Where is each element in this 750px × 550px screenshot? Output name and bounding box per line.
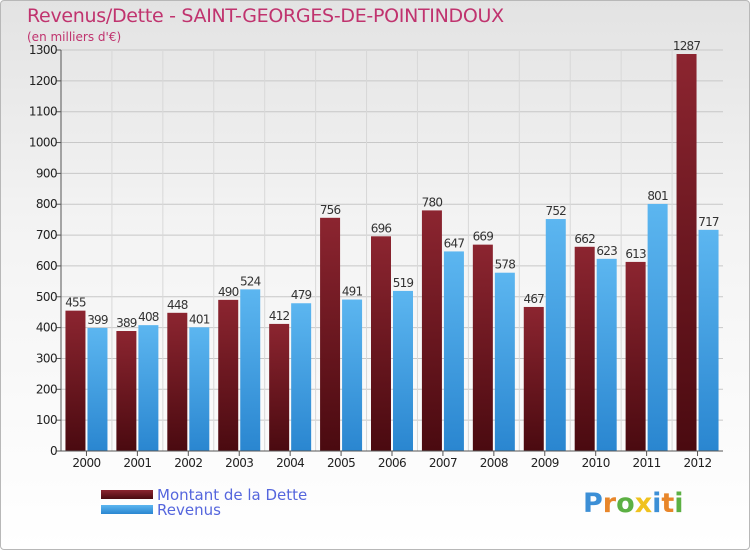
bar-revenus bbox=[393, 290, 413, 451]
data-label-revenus: 399 bbox=[87, 313, 108, 327]
x-tick-label: 2010 bbox=[582, 456, 610, 470]
bar-revenus bbox=[443, 251, 464, 451]
y-tick-label: 1100 bbox=[29, 105, 57, 119]
bar-dette bbox=[65, 310, 86, 451]
y-tick-label: 700 bbox=[36, 228, 57, 242]
bar-dette bbox=[116, 331, 137, 451]
logo-letter: t bbox=[661, 488, 675, 519]
bar-revenus bbox=[342, 299, 363, 451]
x-tick-label: 2009 bbox=[531, 456, 559, 470]
legend-swatch-revenus bbox=[101, 505, 153, 514]
data-label-revenus: 491 bbox=[342, 285, 363, 299]
data-label-dette: 780 bbox=[422, 195, 443, 209]
logo-letter: r bbox=[602, 488, 617, 519]
legend-swatch-dette bbox=[101, 490, 153, 499]
data-label-dette: 467 bbox=[524, 292, 545, 306]
y-tick-label: 500 bbox=[36, 290, 57, 304]
x-tick-label: 2005 bbox=[327, 456, 355, 470]
bar-revenus bbox=[494, 272, 515, 451]
bar-revenus bbox=[291, 303, 312, 451]
x-tick-label: 2000 bbox=[72, 456, 100, 470]
logo-letter: P bbox=[583, 488, 603, 519]
data-label-revenus: 752 bbox=[546, 204, 567, 218]
bar-revenus bbox=[189, 327, 210, 451]
data-label-dette: 389 bbox=[116, 316, 137, 330]
y-tick-label: 200 bbox=[36, 382, 57, 396]
bar-dette bbox=[523, 306, 544, 451]
data-label-revenus: 479 bbox=[291, 288, 312, 302]
y-tick-label: 400 bbox=[36, 321, 57, 335]
bar-dette bbox=[676, 54, 697, 451]
bar-revenus bbox=[138, 325, 159, 451]
bar-dette bbox=[371, 236, 391, 451]
logo-letter: o bbox=[616, 488, 635, 519]
x-tick-label: 2006 bbox=[378, 456, 406, 470]
bar-dette bbox=[269, 323, 290, 451]
chart-legend: Montant de la Dette Revenus bbox=[101, 485, 308, 519]
x-tick-label: 2011 bbox=[633, 456, 661, 470]
x-tick-label: 2003 bbox=[225, 456, 253, 470]
y-tick-label: 0 bbox=[50, 444, 57, 458]
data-label-dette: 455 bbox=[65, 296, 86, 310]
data-label-revenus: 717 bbox=[698, 215, 719, 229]
bar-revenus bbox=[647, 203, 668, 451]
bar-dette bbox=[320, 217, 341, 451]
y-tick-label: 1300 bbox=[29, 43, 57, 57]
logo-letter: i bbox=[674, 488, 684, 519]
y-tick-label: 800 bbox=[36, 197, 57, 211]
y-tick-label: 600 bbox=[36, 259, 57, 273]
x-tick-label: 2001 bbox=[123, 456, 151, 470]
x-tick-label: 2002 bbox=[174, 456, 202, 470]
bar-dette bbox=[421, 210, 442, 451]
bar-revenus bbox=[698, 229, 719, 451]
data-label-revenus: 408 bbox=[138, 310, 159, 324]
legend-item-revenus: Revenus bbox=[101, 500, 307, 519]
data-label-dette: 669 bbox=[473, 230, 494, 244]
y-tick-label: 1000 bbox=[29, 136, 57, 150]
data-label-revenus: 519 bbox=[393, 276, 414, 290]
x-tick-label: 2007 bbox=[429, 456, 457, 470]
bar-dette bbox=[625, 261, 646, 451]
data-label-dette: 490 bbox=[218, 285, 239, 299]
x-tick-label: 2012 bbox=[683, 456, 711, 470]
data-label-dette: 448 bbox=[167, 298, 188, 312]
data-label-dette: 696 bbox=[371, 221, 392, 235]
data-label-revenus: 623 bbox=[596, 244, 617, 258]
x-tick-label: 2004 bbox=[276, 456, 304, 470]
bar-revenus bbox=[87, 327, 108, 451]
data-label-revenus: 524 bbox=[240, 274, 261, 288]
y-tick-label: 900 bbox=[36, 166, 57, 180]
y-tick-label: 100 bbox=[36, 413, 57, 427]
legend-label-revenus: Revenus bbox=[157, 500, 221, 519]
bar-dette bbox=[472, 244, 493, 451]
data-label-revenus: 578 bbox=[495, 258, 516, 272]
y-tick-label: 1200 bbox=[29, 74, 57, 88]
data-label-dette: 613 bbox=[625, 247, 646, 261]
bar-dette bbox=[218, 299, 239, 451]
bar-revenus bbox=[596, 258, 617, 451]
data-label-dette: 662 bbox=[574, 232, 595, 246]
bar-revenus bbox=[545, 219, 566, 451]
data-label-dette: 756 bbox=[320, 203, 341, 217]
bar-dette bbox=[167, 312, 188, 451]
data-label-dette: 412 bbox=[269, 309, 290, 323]
bar-revenus bbox=[240, 289, 261, 451]
bar-dette bbox=[574, 246, 595, 451]
chart-subtitle: (en milliers d'€) bbox=[27, 30, 122, 44]
data-label-revenus: 801 bbox=[647, 189, 668, 203]
logo-letter: i bbox=[652, 488, 662, 519]
legend-label-dette: Montant de la Dette bbox=[157, 485, 308, 504]
x-tick-label: 2008 bbox=[480, 456, 508, 470]
chart-title: Revenus/Dette - SAINT-GEORGES-DE-POINTIN… bbox=[27, 5, 504, 27]
legend-item-dette: Montant de la Dette bbox=[101, 485, 308, 504]
y-tick-label: 300 bbox=[36, 351, 57, 365]
logo-letter: x bbox=[634, 488, 653, 519]
proxiti-logo: Proxiti bbox=[583, 488, 684, 519]
data-label-revenus: 647 bbox=[444, 236, 465, 250]
data-label-dette: 1287 bbox=[673, 39, 701, 53]
data-label-revenus: 401 bbox=[189, 312, 210, 326]
